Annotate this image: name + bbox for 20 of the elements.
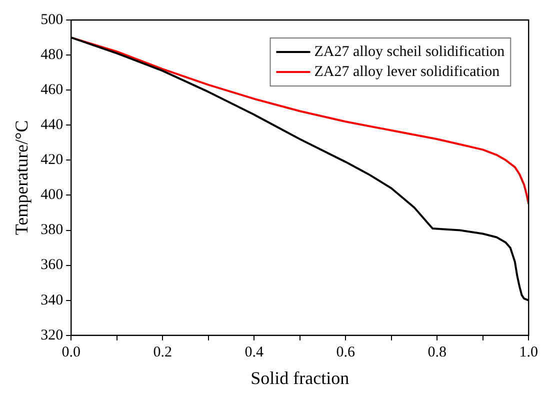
x-tick-label: 1.0 (519, 344, 538, 360)
y-tick-label: 340 (40, 292, 64, 308)
y-tick-label: 420 (40, 152, 64, 168)
y-tick-label: 380 (40, 222, 64, 238)
y-axis-title: Temperature/°C (12, 120, 32, 236)
x-tick-label: 0.4 (244, 344, 264, 360)
y-tick-label: 480 (40, 46, 64, 63)
x-tick-label: 0.0 (62, 344, 80, 360)
y-tick-label: 400 (40, 187, 64, 204)
y-tick-label: 320 (40, 327, 64, 344)
x-axis-title: Solid fraction (250, 368, 350, 388)
x-tick-label: 0.6 (336, 344, 356, 360)
y-tick-label: 460 (40, 82, 64, 98)
y-tick-label: 500 (40, 12, 64, 28)
y-tick-label: 440 (40, 117, 64, 134)
legend-label: ZA27 alloy scheil solidification (314, 44, 506, 60)
x-tick-label: 0.8 (428, 344, 446, 360)
x-tick-label: 0.2 (153, 344, 172, 360)
y-tick-label: 360 (40, 257, 64, 274)
legend-label: ZA27 alloy lever solidification (314, 64, 500, 80)
